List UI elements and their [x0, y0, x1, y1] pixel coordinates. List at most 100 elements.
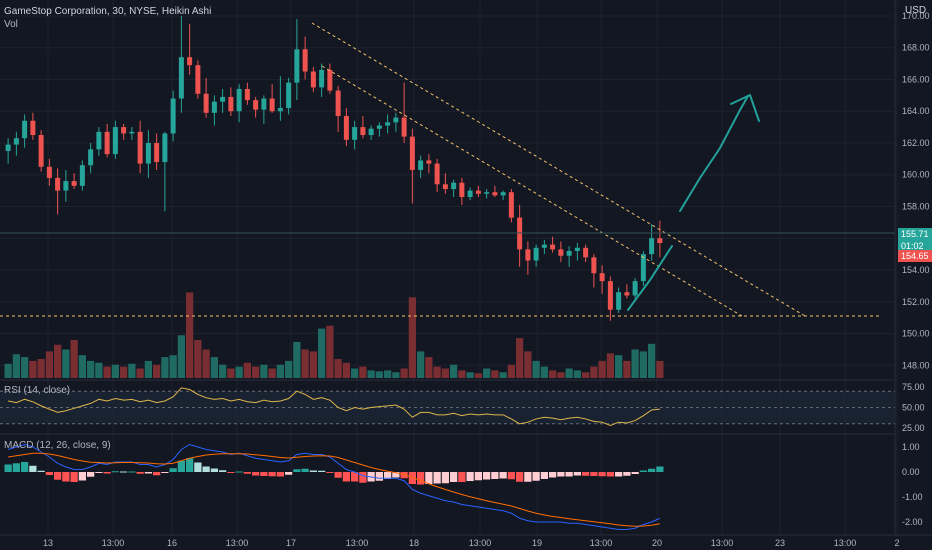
macd-histogram-bar	[120, 471, 128, 473]
candle-body	[550, 244, 556, 250]
candle-body	[30, 120, 36, 136]
volume-bar	[648, 343, 656, 378]
volume-bar	[483, 368, 491, 378]
volume-bar	[532, 360, 540, 378]
volume-bar	[169, 355, 177, 378]
candle-body	[261, 98, 267, 110]
time-axis-label: 13:00	[469, 538, 492, 548]
volume-bar	[367, 370, 375, 378]
volume-bar	[458, 370, 466, 378]
macd-histogram-bar	[524, 472, 532, 482]
volume-bar	[186, 292, 194, 378]
volume-bar	[54, 344, 62, 378]
rsi-tick-label: 50.00	[902, 403, 925, 413]
macd-histogram-bar	[169, 468, 177, 472]
candle-body	[112, 127, 118, 155]
macd-histogram-bar	[12, 463, 20, 472]
candle-body	[616, 292, 622, 310]
price-tick-label: 164.00	[902, 106, 930, 116]
macd-histogram-bar	[285, 472, 293, 475]
candle-body	[137, 131, 143, 164]
volume-bar	[120, 366, 128, 378]
volume-bar	[384, 370, 392, 378]
candle-body	[187, 57, 193, 66]
candle-body	[492, 192, 498, 196]
macd-histogram-bar	[565, 472, 573, 477]
macd-histogram-bar	[392, 472, 400, 478]
macd-histogram-bar	[45, 472, 53, 475]
macd-histogram-bar	[334, 472, 342, 478]
macd-histogram-bar	[95, 472, 103, 473]
volume-bar	[219, 364, 227, 378]
volume-bar	[656, 360, 664, 378]
macd-histogram-bar	[210, 468, 218, 472]
macd-histogram-bar	[499, 472, 507, 479]
candle-body	[145, 142, 151, 164]
time-axis-label: 13	[43, 538, 53, 548]
volume-bar	[128, 363, 136, 378]
price-tick-label: 162.00	[902, 138, 930, 148]
candle-body	[310, 71, 316, 88]
macd-histogram-bar	[425, 472, 433, 484]
candle-body	[434, 163, 440, 185]
macd-histogram-bar	[375, 472, 383, 481]
volume-bar	[351, 368, 359, 378]
volume-bar	[606, 353, 614, 378]
macd-histogram-bar	[62, 472, 70, 482]
candle-body	[640, 254, 646, 282]
price-tick-label: 168.00	[902, 43, 930, 53]
candle-body	[203, 93, 209, 113]
macd-histogram-bar	[656, 466, 664, 472]
volume-bar	[103, 366, 111, 378]
volume-bar	[466, 372, 474, 378]
macd-histogram-bar	[573, 472, 581, 476]
price-tick-label: 152.00	[902, 297, 930, 307]
macd-histogram-bar	[103, 472, 111, 474]
volume-bar	[285, 360, 293, 378]
volume-bar	[425, 357, 433, 378]
candle-body	[360, 127, 366, 136]
price-tick-label: 148.00	[902, 360, 930, 370]
candle-body	[96, 131, 102, 150]
volume-bar	[95, 362, 103, 378]
volume-bar	[524, 351, 532, 378]
volume-bar	[400, 368, 408, 378]
price-tick-label: 170.00	[902, 11, 930, 21]
macd-label: MACD (12, 26, close, 9)	[4, 440, 111, 451]
candle-body	[327, 69, 333, 91]
drawn-breakout-line	[627, 245, 673, 311]
candle-body	[269, 98, 275, 112]
macd-histogram-bar	[111, 471, 119, 473]
time-axis-label: 18	[409, 538, 419, 548]
candle-body	[385, 122, 391, 126]
macd-histogram-bar	[301, 468, 309, 472]
candle-body	[13, 138, 19, 145]
volume-bar	[474, 373, 482, 378]
macd-histogram-bar	[491, 472, 499, 479]
volume-bar	[631, 349, 639, 378]
volume-bar	[87, 360, 95, 378]
volume-bar	[21, 357, 29, 378]
candle-body	[426, 160, 432, 164]
volume-bar	[301, 349, 309, 378]
macd-histogram-bar	[483, 472, 491, 480]
macd-histogram-bar	[227, 472, 235, 473]
candle-body	[525, 249, 531, 261]
macd-histogram-bar	[4, 464, 12, 472]
candle-body	[591, 257, 597, 274]
volume-bar	[334, 359, 342, 378]
volume-bar	[326, 325, 334, 378]
volume-bar	[309, 351, 317, 378]
macd-histogram-bar	[326, 472, 334, 473]
volume-bar	[499, 372, 507, 378]
candle-body	[88, 149, 94, 166]
volume-bar	[293, 341, 301, 378]
time-axis-label: 17	[286, 538, 296, 548]
last-price-tag: 155.71	[898, 228, 932, 240]
volume-bar	[540, 366, 548, 378]
macd-histogram-bar	[219, 470, 227, 472]
candle-body	[624, 292, 630, 296]
